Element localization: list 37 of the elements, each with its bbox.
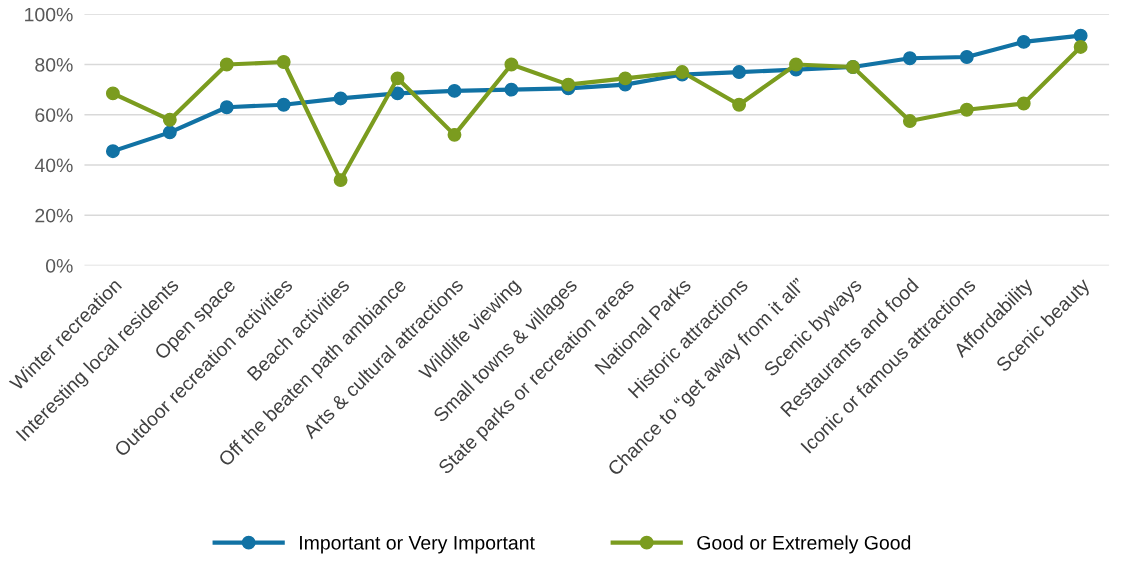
y-tick-label: 60% [35,108,73,123]
point [902,51,917,66]
point [390,86,405,101]
point [504,57,519,72]
y-tick-label: 80% [35,57,73,72]
point [219,100,234,115]
point [162,112,177,127]
point [789,57,803,72]
point [276,97,291,112]
point [162,125,177,140]
y-tick-label: 0% [46,258,73,273]
point [447,127,462,142]
point [732,65,747,80]
point [333,91,348,106]
legend-label: Important or Very Important [300,536,535,554]
y-tick-label: 100% [25,7,73,22]
point [561,77,576,92]
point [333,173,348,188]
point [1016,34,1031,49]
point [105,86,120,101]
point [959,50,974,64]
point [219,57,234,72]
point [447,83,462,98]
point [732,97,747,112]
point [390,71,405,86]
point [959,102,974,117]
legend-label: Good or Extremely Good [697,535,911,554]
point [618,71,633,86]
point [105,144,120,159]
point [902,114,917,128]
y-tick-label: 20% [35,208,73,223]
point [1073,39,1088,54]
point [1073,28,1088,43]
point [504,82,519,97]
point [276,55,291,69]
point [1016,96,1031,111]
y-tick-label: 40% [34,158,73,173]
